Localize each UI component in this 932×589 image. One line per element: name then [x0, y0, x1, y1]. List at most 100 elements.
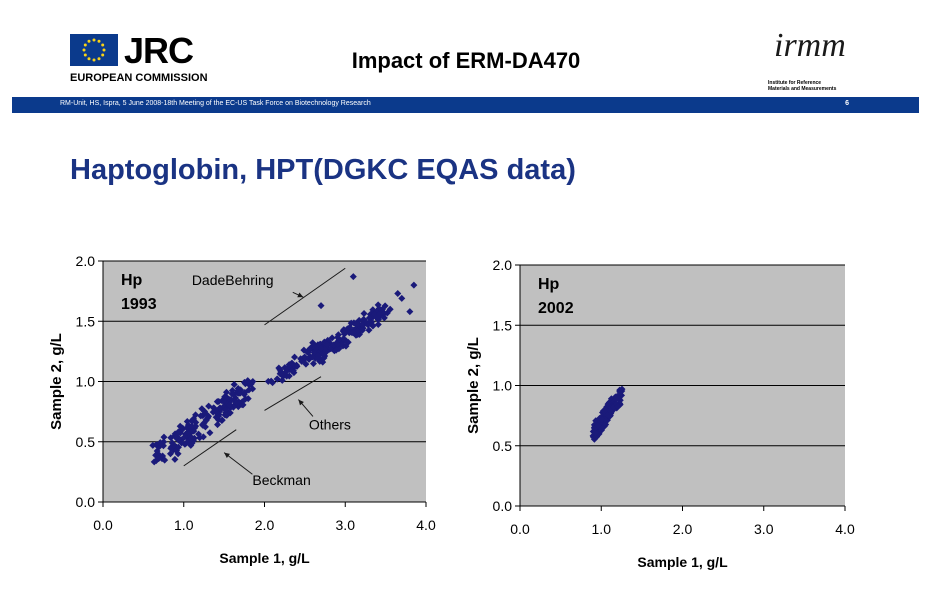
chart1-reference-line: [264, 376, 322, 411]
chart1-data-point: [343, 325, 351, 333]
chart2-x-tick-label: 0.0: [510, 521, 530, 537]
chart1-data-point: [230, 380, 238, 388]
chart2-data-point: [591, 429, 599, 437]
chart1-data-point: [302, 360, 310, 368]
irmm-subtitle-line1: Institute for Reference: [768, 80, 822, 86]
chart1-data-point: [365, 326, 373, 334]
header-banner: RM-Unit, HS, Ispra, 5 June 2008-18th Mee…: [12, 97, 919, 113]
chart1-data-point: [354, 320, 362, 328]
chart1-data-point: [150, 458, 158, 466]
chart1-data-point: [342, 342, 350, 350]
chart1-data-point: [334, 340, 342, 348]
chart1-annotation-arrowhead: [298, 399, 304, 406]
chart1-data-point: [206, 429, 214, 437]
chart1-reference-line: [264, 267, 346, 326]
chart1-data-point: [199, 433, 207, 441]
header-title: Impact of ERM-DA470: [351, 48, 581, 73]
chart1-data-point: [285, 372, 293, 380]
chart1-data-point: [171, 455, 179, 463]
chart1-data-point: [365, 314, 373, 322]
chart1-y-tick-label: 0.0: [76, 494, 96, 510]
banner-text: RM-Unit, HS, Ispra, 5 June 2008-18th Mee…: [60, 100, 371, 107]
chart1-data-point: [215, 397, 223, 405]
chart1-data-point: [233, 398, 241, 406]
slide-title: Haptoglobin, HPT(DGKC EQAS data): [70, 154, 576, 186]
chart1-annotation-label: Beckman: [252, 472, 310, 488]
chart1-data-point: [314, 354, 322, 362]
chart2-panel-label: Hp: [538, 276, 560, 293]
chart1-data-point: [369, 322, 377, 330]
chart2-data-point: [594, 422, 602, 430]
chart1-data-point: [339, 335, 347, 343]
chart1-data-point: [273, 375, 281, 383]
irmm-logo: irmm Institute for Reference Materials a…: [768, 29, 850, 96]
chart1-data-point: [214, 421, 222, 429]
chart1-data-point: [394, 290, 402, 298]
chart1-data-point: [218, 416, 226, 424]
chart1-data-point: [199, 421, 207, 429]
chart1-data-point: [317, 302, 325, 310]
chart1-data-point: [197, 412, 205, 420]
chart1-data-point: [364, 321, 372, 329]
chart1-data-point: [410, 281, 418, 289]
chart1-x-tick-label: 1.0: [174, 517, 194, 533]
chart2-panel-label: 2002: [538, 300, 574, 317]
chart1-data-point: [161, 456, 169, 464]
chart1-data-point: [276, 366, 284, 374]
chart1-data-point: [198, 405, 206, 413]
chart1-data-point: [349, 273, 357, 281]
chart1-data-point: [166, 450, 174, 458]
chart1-y-tick-label: 2.0: [76, 253, 96, 269]
chart1-data-point: [288, 359, 296, 367]
chart1-data-point: [172, 433, 180, 441]
jrc-logo-text: JRC: [124, 30, 194, 71]
chart2-data-point: [606, 412, 614, 420]
chart1-data-point: [291, 353, 299, 361]
chart1-data-point: [360, 309, 368, 317]
chart2-x-tick-label: 1.0: [592, 521, 612, 537]
chart1-data-point: [155, 455, 163, 463]
chart1-x-tick-label: 3.0: [336, 517, 356, 533]
chart1-data-point: [174, 443, 182, 451]
chart1-data-point: [264, 377, 272, 385]
chart1-data-point: [304, 348, 312, 356]
chart2-data-point: [601, 406, 609, 414]
chart1-data-point: [312, 344, 320, 352]
chart1-y-tick-label: 0.5: [76, 434, 96, 450]
chart2-data-point: [618, 387, 626, 395]
chart1-data-point: [181, 432, 189, 440]
chart1-data-point: [160, 433, 168, 441]
chart1-panel-label: 1993: [121, 296, 157, 313]
chart1-data-point: [349, 329, 357, 337]
irmm-logo-mark: irmm: [774, 27, 846, 64]
chart1-annotation-label: Others: [309, 417, 351, 433]
chart1-data-point: [290, 369, 298, 377]
chart2-y-tick-label: 1.0: [493, 378, 513, 394]
chart1-data-point: [244, 377, 252, 385]
eu-flag-icon: [70, 34, 118, 66]
chart2-x-tick-label: 2.0: [673, 521, 693, 537]
chart1-data-point: [373, 314, 381, 322]
irmm-subtitle-line2: Materials and Measurements: [768, 86, 837, 92]
chart1-x-tick-label: 4.0: [416, 517, 436, 533]
chart1-x-axis-label: Sample 1, g/L: [219, 550, 310, 566]
chart1-data-point: [359, 321, 367, 329]
chart1-data-point: [398, 294, 406, 302]
chart1-data-point: [241, 389, 249, 397]
chart1-x-tick-label: 2.0: [255, 517, 275, 533]
chart1-annotation-arrowhead: [297, 292, 304, 298]
chart2-y-tick-label: 1.5: [493, 317, 513, 333]
chart1-data-point: [321, 352, 329, 360]
chart1-data-point: [380, 314, 388, 322]
chart1-data-point: [309, 353, 317, 361]
chart1-data-point: [205, 412, 213, 420]
chart1-annotation-arrow: [223, 452, 253, 475]
chart1-data-point: [374, 301, 382, 309]
chart1-data-point: [185, 438, 193, 446]
chart1-data-point: [406, 308, 414, 316]
chart1-data-point: [228, 390, 236, 398]
chart1-data-point: [334, 333, 342, 341]
chart1-data-point: [205, 402, 213, 410]
chart2-y-tick-label: 2.0: [493, 257, 513, 273]
chart2-y-tick-label: 0.5: [493, 438, 513, 454]
